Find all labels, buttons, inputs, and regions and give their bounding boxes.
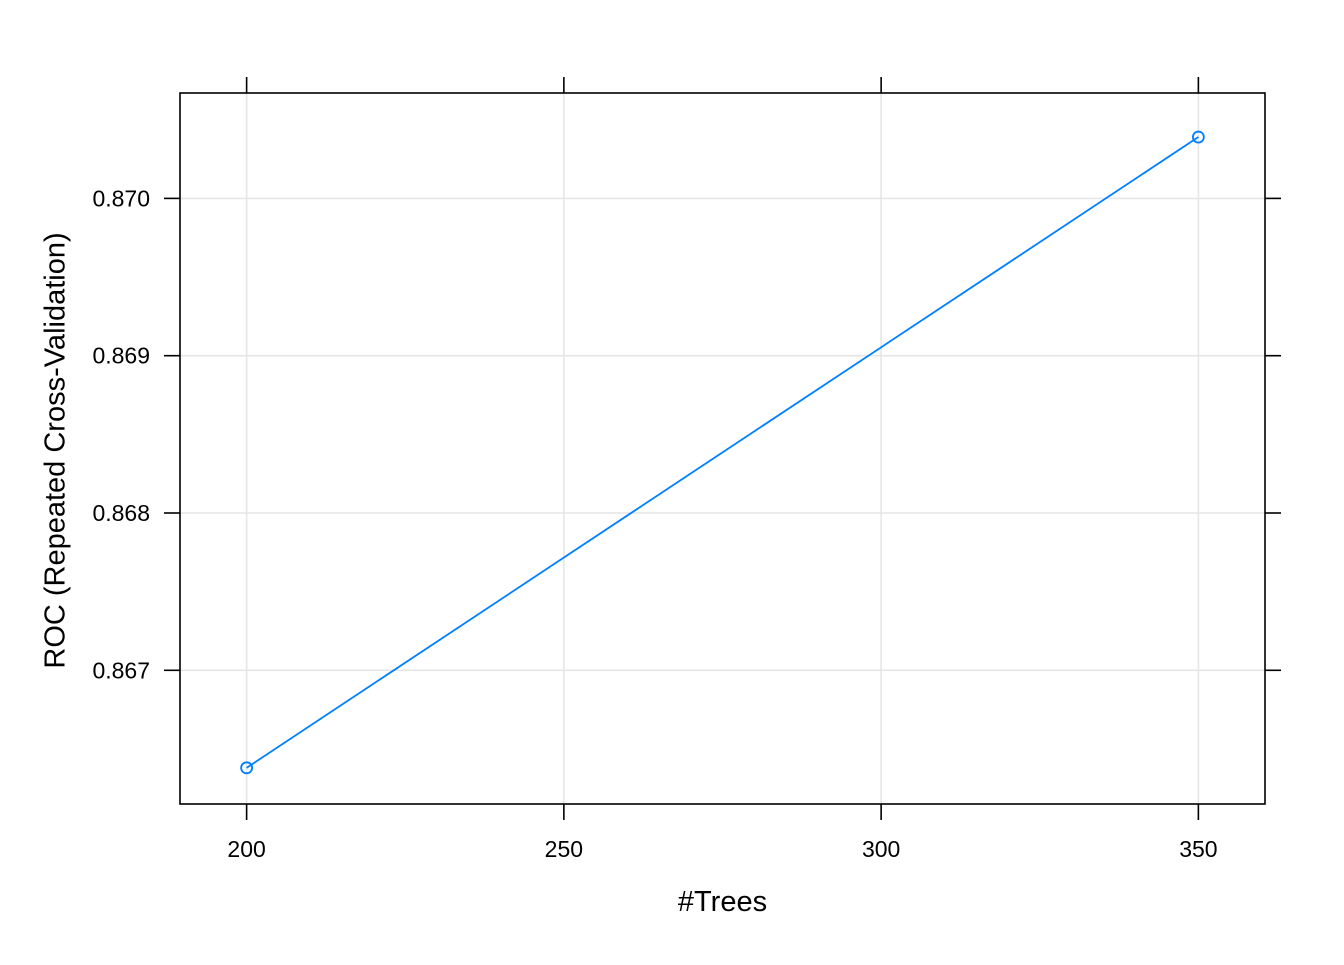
y-tick-labels: 0.867 0.868 0.869 0.870 <box>92 185 150 683</box>
x-tick-labels: 200 250 300 350 <box>227 836 1217 862</box>
x-tick-label: 250 <box>545 836 583 862</box>
x-tick-label: 200 <box>227 836 265 862</box>
grid-lines <box>180 93 1265 804</box>
series-layer <box>240 130 1205 775</box>
plot-frame <box>179 92 1266 805</box>
x-tick-label: 300 <box>862 836 900 862</box>
series-line <box>246 136 1199 769</box>
y-tick-label: 0.870 <box>92 185 150 211</box>
x-tick-label: 350 <box>1179 836 1217 862</box>
data-point <box>240 761 254 775</box>
y-axis-title: ROC (Repeated Cross-Validation) <box>40 232 72 668</box>
y-tick-label: 0.867 <box>92 657 150 683</box>
tick-marks <box>164 77 1281 820</box>
x-axis-title: #Trees <box>678 886 767 918</box>
y-tick-label: 0.868 <box>92 500 150 526</box>
y-tick-label: 0.869 <box>92 343 150 369</box>
data-point <box>1191 130 1205 144</box>
